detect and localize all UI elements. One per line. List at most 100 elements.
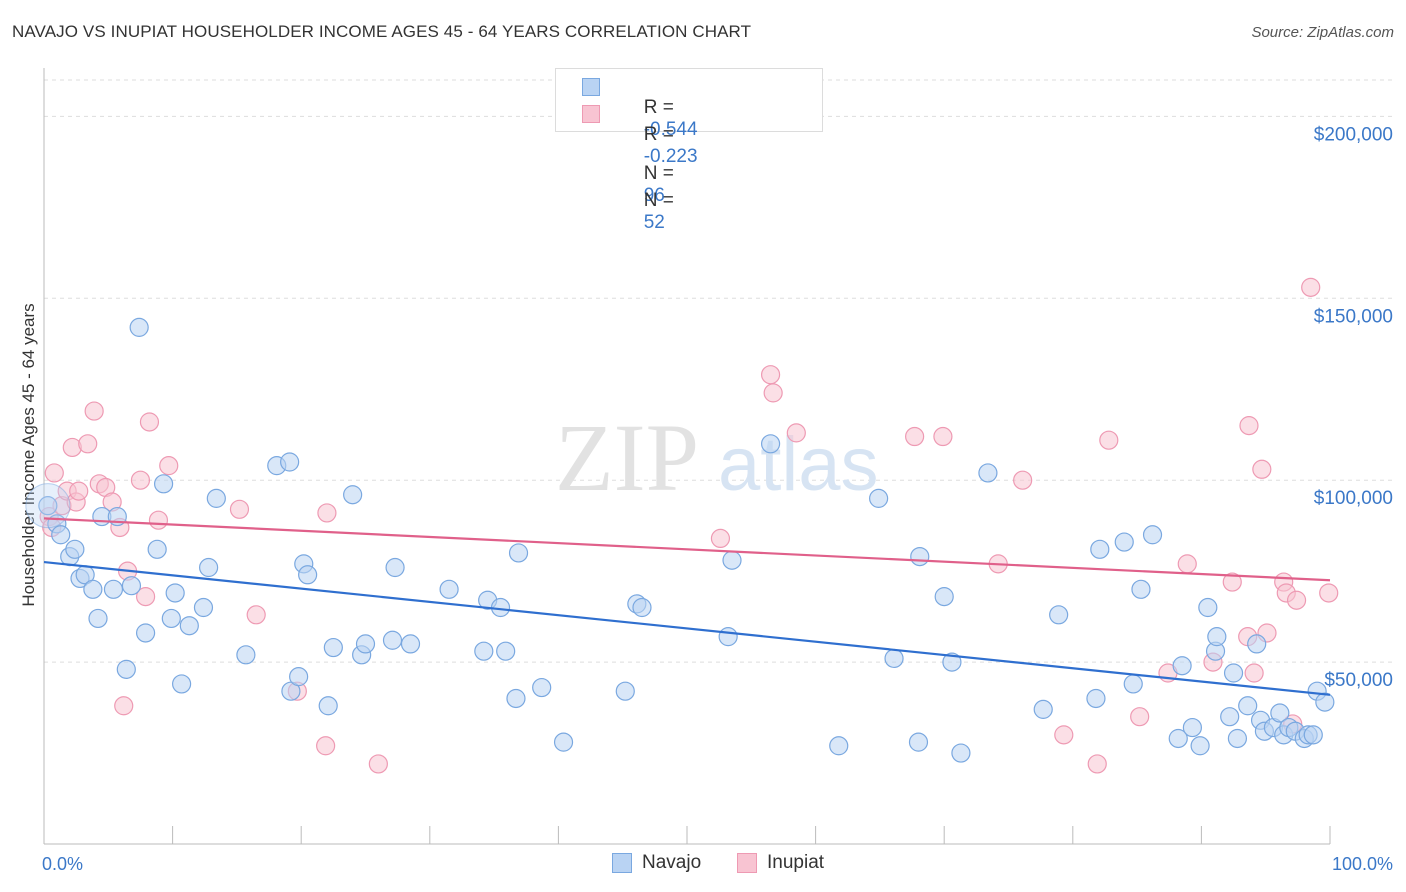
point-inupiat-30: [786, 423, 806, 443]
point-navajo-14: [129, 317, 149, 337]
legend-inupiat-n-value: 52: [643, 212, 665, 233]
point-navajo-17: [153, 474, 174, 494]
point-navajo-67: [1090, 539, 1110, 559]
legend-inupiat-n-label: N =: [643, 190, 674, 211]
trend-lines: [43, 517, 1331, 696]
series-legend-swatch-inupiat: [737, 853, 757, 873]
point-navajo-36: [355, 634, 376, 654]
legend-navajo-r-label: R =: [643, 97, 674, 118]
point-navajo-25: [236, 645, 256, 665]
point-navajo-75: [1190, 736, 1210, 756]
point-navajo-69: [1123, 674, 1143, 694]
series-inupiat-points: [39, 277, 1339, 774]
point-navajo-83: [1247, 634, 1267, 654]
point-navajo-18: [161, 608, 181, 629]
trend-line-inupiat: [43, 517, 1331, 582]
point-inupiat-36: [1087, 754, 1107, 774]
point-navajo-31: [298, 565, 318, 585]
point-navajo-40: [439, 579, 459, 599]
point-navajo-57: [884, 648, 904, 669]
point-navajo-51: [632, 597, 652, 618]
point-navajo-24: [206, 488, 226, 508]
point-navajo-13: [121, 576, 142, 596]
watermark-zip: ZIP: [555, 404, 699, 511]
point-inupiat-27: [710, 528, 731, 549]
chart-title: NAVAJO VS INUPIAT HOUSEHOLDER INCOME AGE…: [12, 22, 752, 41]
point-navajo-49: [615, 681, 635, 701]
point-inupiat-7: [69, 481, 89, 501]
point-navajo-71: [1142, 525, 1163, 545]
point-inupiat-52: [1301, 277, 1321, 297]
point-navajo-23: [199, 557, 219, 578]
point-navajo-7: [83, 579, 103, 599]
series-legend-swatch-navajo: [612, 853, 632, 873]
point-navajo-76: [1198, 597, 1218, 618]
point-inupiat-8: [78, 434, 98, 454]
point-navajo-82: [1238, 696, 1258, 716]
point-inupiat-25: [317, 503, 337, 523]
point-navajo-45: [506, 688, 526, 709]
point-inupiat-18: [139, 412, 160, 432]
series-legend-label-navajo: Navajo: [642, 852, 702, 873]
point-navajo-55: [829, 736, 849, 756]
point-inupiat-2: [44, 463, 64, 483]
point-navajo-22: [193, 597, 214, 618]
point-navajo-29: [289, 667, 309, 687]
point-inupiat-22: [246, 605, 266, 625]
point-navajo-65: [1049, 605, 1069, 625]
x-tick-labels: 0.0% 100.0%: [42, 854, 1393, 874]
point-navajo-39: [400, 634, 421, 654]
y-tick-label-3: $200,000: [1314, 124, 1393, 145]
point-navajo-80: [1223, 663, 1244, 683]
point-navajo-56: [869, 488, 889, 508]
point-navajo-33: [323, 637, 343, 658]
point-inupiat-53: [1319, 583, 1339, 603]
point-navajo-78: [1207, 627, 1227, 647]
point-navajo-48: [553, 732, 574, 752]
legend-row-navajo: R = -0.544 N = 96: [582, 75, 698, 206]
point-inupiat-45: [1244, 663, 1264, 683]
point-navajo-10: [103, 579, 124, 599]
point-inupiat-16: [130, 470, 151, 490]
point-navajo-59: [910, 546, 930, 567]
legend-navajo-r-value: -0.544: [643, 119, 698, 140]
legend-inupiat-r-label: R =: [643, 124, 674, 145]
point-navajo-12: [116, 659, 136, 679]
point-navajo-32: [318, 696, 338, 716]
point-navajo-58: [908, 732, 929, 752]
point-inupiat-44: [1239, 416, 1259, 436]
point-inupiat-51: [1286, 590, 1307, 610]
point-inupiat-37: [1099, 430, 1119, 450]
point-navajo-62: [951, 743, 971, 763]
y-tick-label-0: $50,000: [1324, 670, 1393, 691]
correlation-legend: R = -0.544 N = 96 R = -0.223 N = 52: [555, 68, 823, 233]
point-inupiat-17: [135, 587, 156, 607]
x-tick-label-end: 100.0%: [1332, 854, 1393, 874]
point-navajo-93: [1303, 725, 1323, 745]
point-inupiat-40: [1177, 554, 1197, 574]
point-inupiat-9: [84, 401, 104, 421]
point-navajo-21: [179, 616, 199, 636]
series-legend: Navajo Inupiat: [0, 852, 1406, 878]
point-navajo-52: [718, 627, 738, 647]
point-navajo-15: [135, 623, 156, 643]
point-navajo-38: [385, 557, 405, 578]
point-navajo-41: [474, 641, 494, 661]
legend-inupiat-r-value: -0.223: [643, 146, 698, 167]
point-inupiat-46: [1252, 459, 1272, 479]
point-navajo-73: [1172, 656, 1192, 676]
axes: [43, 68, 1331, 845]
point-navajo-72: [1168, 728, 1188, 749]
point-navajo-34: [343, 485, 363, 505]
point-navajo-20: [172, 674, 192, 694]
point-navajo-79: [1220, 707, 1240, 727]
point-navajo-2: [51, 525, 71, 545]
y-tick-labels: $50,000 $100,000 $150,000 $200,000: [1314, 124, 1393, 691]
point-inupiat-19: [148, 510, 169, 530]
point-inupiat-34: [1013, 470, 1033, 490]
point-navajo-68: [1114, 532, 1134, 552]
point-inupiat-14: [114, 696, 134, 716]
legend-swatch-navajo: [582, 78, 600, 96]
legend-navajo-n-label: N =: [643, 163, 674, 184]
